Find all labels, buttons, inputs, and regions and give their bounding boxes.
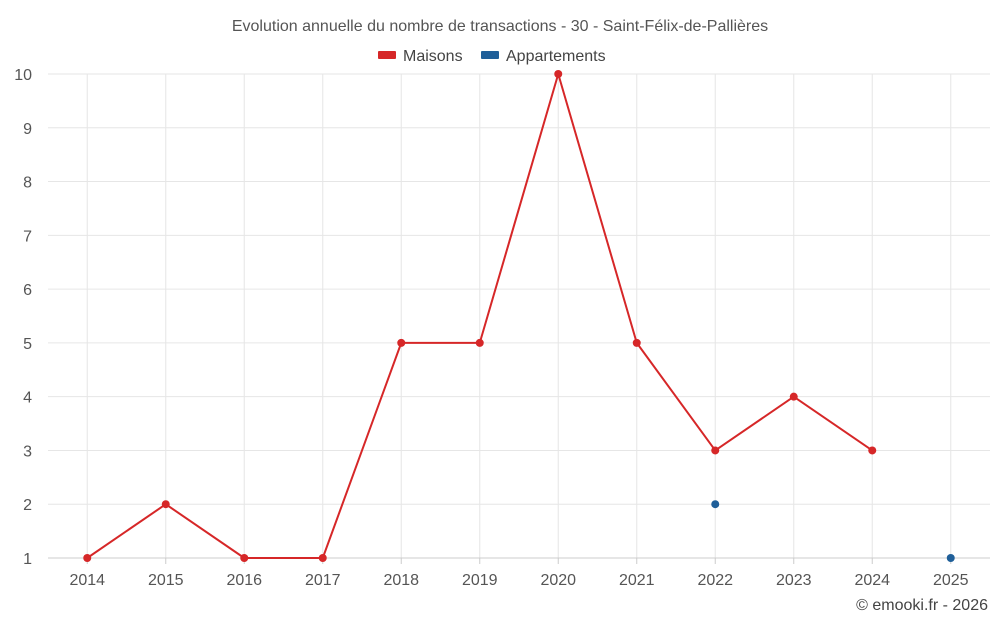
x-tick-label: 2024	[854, 572, 890, 589]
data-point-maisons[interactable]	[318, 554, 327, 562]
x-tick-label: 2023	[776, 572, 812, 589]
data-point-maisons[interactable]	[161, 500, 170, 509]
data-point-appartements[interactable]	[711, 500, 720, 509]
legend-item-appartements[interactable]: Appartements	[481, 48, 606, 65]
legend-label-appartements: Appartements	[506, 48, 606, 65]
legend: Maisons Appartements	[378, 48, 606, 65]
x-tick-label: 2021	[619, 572, 655, 589]
y-tick-label: 1	[23, 551, 32, 568]
legend-item-maisons[interactable]: Maisons	[378, 48, 463, 65]
data-point-maisons[interactable]	[240, 554, 249, 562]
data-point-maisons[interactable]	[397, 338, 406, 347]
data-point-maisons[interactable]	[789, 392, 798, 401]
credit-text: © emooki.fr - 2026	[856, 597, 988, 614]
y-tick-label: 6	[23, 282, 32, 299]
chart-title: Evolution annuelle du nombre de transact…	[232, 18, 768, 35]
data-point-maisons[interactable]	[83, 554, 92, 562]
x-tick-label: 2019	[462, 572, 498, 589]
series-maisons	[83, 70, 877, 562]
x-tick-label: 2014	[69, 572, 105, 589]
x-tick-label: 2016	[226, 572, 262, 589]
x-tick-label: 2017	[305, 572, 341, 589]
x-tick-label: 2022	[697, 572, 733, 589]
y-tick-label: 4	[23, 390, 32, 407]
data-point-maisons[interactable]	[711, 446, 720, 455]
y-tick-label: 3	[23, 443, 32, 460]
y-tick-label: 5	[23, 336, 32, 353]
data-point-appartements[interactable]	[946, 554, 955, 562]
series-appartements	[711, 500, 955, 562]
legend-label-maisons: Maisons	[403, 48, 463, 65]
y-tick-label: 9	[23, 121, 32, 138]
x-tick-label: 2020	[540, 572, 576, 589]
x-tick-label: 2025	[933, 572, 969, 589]
legend-swatch-maisons	[378, 51, 396, 59]
legend-swatch-appartements	[481, 51, 499, 59]
data-point-maisons[interactable]	[475, 338, 484, 347]
data-point-maisons[interactable]	[554, 70, 563, 78]
x-tick-label: 2015	[148, 572, 184, 589]
y-tick-label: 2	[23, 497, 32, 514]
y-tick-label: 7	[23, 228, 32, 245]
axes: 1 2 3 4 5 6 7 8 9 10 2014 2015 2016 2017 2018 2019 2020 2…	[14, 67, 990, 589]
grid	[48, 73, 990, 559]
y-tick-label: 8	[23, 175, 32, 192]
x-tick-label: 2018	[383, 572, 419, 589]
data-point-maisons[interactable]	[632, 338, 641, 347]
data-point-maisons[interactable]	[868, 446, 877, 455]
series	[83, 70, 955, 562]
y-tick-label: 10	[14, 67, 32, 84]
